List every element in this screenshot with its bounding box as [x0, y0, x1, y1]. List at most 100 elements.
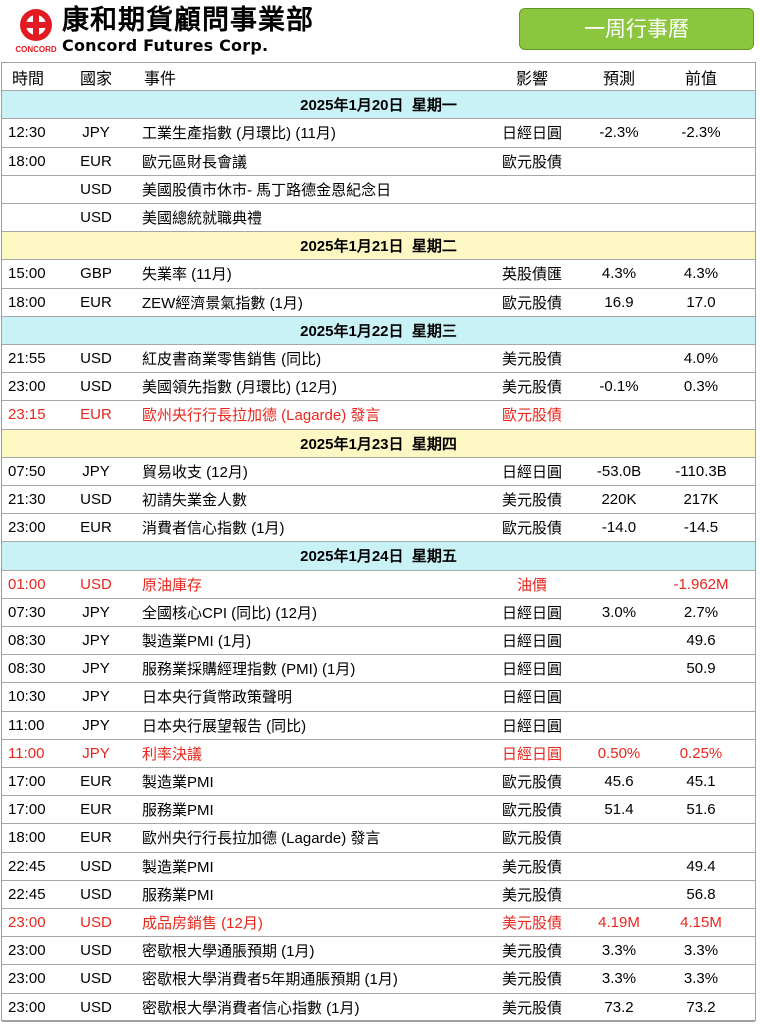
- event-row: 23:00 USD 密歇根大學通脹預期 (1月) 美元股債 3.3% 3.3%: [2, 937, 755, 966]
- concord-logo-icon: CONCORD: [15, 9, 57, 54]
- event-time: 23:15: [8, 406, 46, 424]
- event-forecast: 0.50%: [597, 744, 641, 762]
- event-country: JPY: [82, 462, 110, 480]
- event-impact: 歐元股債: [501, 294, 562, 312]
- event-country: JPY: [82, 660, 110, 678]
- day-header-row: 2025年1月22日 星期三: [2, 316, 755, 345]
- event-previous: [660, 204, 742, 231]
- event-previous: 4.3%: [683, 265, 719, 283]
- event-forecast: [580, 655, 658, 682]
- event-previous: -14.5: [683, 519, 719, 537]
- day-date: 2025年1月22日: [300, 322, 404, 340]
- event-country: USD: [80, 857, 112, 875]
- event-forecast: 3.3%: [601, 942, 637, 960]
- event-impact: 日經日圓: [501, 463, 562, 481]
- event-name: 服務業採購經理指數 (PMI) (1月): [142, 661, 356, 679]
- event-row: USD 美國總統就職典禮: [2, 204, 755, 233]
- event-name: 日本央行展望報告 (同比): [142, 717, 307, 735]
- event-country: USD: [80, 491, 112, 509]
- event-row: 18:00 EUR ZEW經濟景氣指數 (1月) 歐元股債 16.9 17.0: [2, 289, 755, 317]
- event-forecast: [580, 148, 658, 175]
- event-impact: 美元股債: [501, 999, 562, 1017]
- event-name: 全國核心CPI (同比) (12月): [142, 604, 318, 622]
- event-country: USD: [80, 942, 112, 960]
- event-impact: [492, 204, 572, 231]
- event-name: 原油庫存: [142, 576, 203, 594]
- event-row: USD 美國股債市休市- 馬丁路德金恩紀念日: [2, 176, 755, 204]
- event-name: ZEW經濟景氣指數 (1月): [142, 294, 303, 312]
- col-header-forecast: 預測: [602, 70, 635, 88]
- event-row: 23:00 USD 成品房銷售 (12月) 美元股債 4.19M 4.15M: [2, 909, 755, 938]
- event-time: 08:30: [8, 632, 46, 650]
- event-impact: 油價: [516, 576, 547, 594]
- event-time: 15:00: [8, 265, 46, 283]
- event-name: 貿易收支 (12月): [142, 463, 248, 481]
- event-previous: 17.0: [686, 293, 716, 311]
- event-time: 22:45: [8, 857, 46, 875]
- event-impact: 日經日圓: [501, 125, 562, 143]
- event-country: USD: [80, 180, 112, 198]
- event-forecast: -14.0: [601, 519, 637, 537]
- event-time: 21:55: [8, 350, 46, 368]
- event-previous: 2.7%: [683, 603, 719, 621]
- event-name: 密歇根大學消費者信心指數 (1月): [142, 999, 360, 1017]
- event-row: 10:30 JPY 日本央行貨幣政策聲明 日經日圓: [2, 683, 755, 712]
- event-row: 18:00 EUR 歐州央行行長拉加德 (Lagarde) 發言 歐元股債: [2, 824, 755, 853]
- event-time: 10:30: [8, 688, 46, 706]
- company-name-en: Concord Futures Corp.: [62, 36, 269, 55]
- event-row: 22:45 USD 製造業PMI 美元股債 49.4: [2, 853, 755, 881]
- event-time: 11:00: [8, 744, 45, 762]
- event-country: USD: [80, 970, 112, 988]
- day-date: 2025年1月20日: [300, 97, 404, 115]
- event-forecast: [580, 683, 658, 710]
- event-time: 07:50: [8, 462, 46, 480]
- event-name: 美國領先指數 (月環比) (12月): [142, 379, 338, 397]
- event-previous: [660, 824, 742, 851]
- event-previous: 4.15M: [680, 914, 722, 932]
- event-time: 23:00: [8, 998, 46, 1016]
- event-impact: 日經日圓: [501, 745, 562, 763]
- event-previous: [660, 712, 742, 739]
- day-header-label: 2025年1月22日 星期三: [2, 317, 755, 344]
- event-time: 11:00: [8, 716, 45, 734]
- event-row: 18:00 EUR 歐元區財長會議 歐元股債: [2, 148, 755, 176]
- day-header-row: 2025年1月20日 星期一: [2, 91, 755, 120]
- event-forecast: [580, 853, 658, 880]
- event-forecast: 4.3%: [601, 265, 637, 283]
- event-previous: [660, 401, 742, 428]
- event-country: JPY: [82, 632, 110, 650]
- day-weekday: 星期二: [411, 238, 457, 256]
- event-time: 21:30: [8, 491, 46, 509]
- day-weekday: 星期四: [411, 435, 457, 453]
- event-time: 12:30: [8, 124, 46, 142]
- event-time: 08:30: [8, 660, 46, 678]
- event-impact: 英股債匯: [501, 266, 562, 284]
- event-row: 23:15 EUR 歐州央行行長拉加德 (Lagarde) 發言 歐元股債: [2, 401, 755, 430]
- event-forecast: 45.6: [604, 773, 634, 791]
- event-row: 11:00 JPY 日本央行展望報告 (同比) 日經日圓: [2, 712, 755, 740]
- day-header-label: 2025年1月20日 星期一: [2, 91, 755, 118]
- event-country: EUR: [80, 519, 112, 537]
- event-country: JPY: [82, 716, 110, 734]
- event-time: [8, 176, 62, 203]
- event-row: 08:30 JPY 服務業採購經理指數 (PMI) (1月) 日經日圓 50.9: [2, 655, 755, 684]
- event-time: 17:00: [8, 801, 46, 819]
- col-header-country: 國家: [79, 70, 112, 88]
- event-impact: 美元股債: [501, 492, 562, 510]
- event-country: USD: [80, 209, 112, 227]
- table-header-row: 時間 國家 事件 影響 預測 前值: [2, 63, 755, 92]
- day-header-label: 2025年1月23日 星期四: [2, 430, 755, 457]
- event-forecast: [580, 881, 658, 908]
- event-previous: 45.1: [686, 773, 716, 791]
- event-impact: 美元股債: [501, 351, 562, 369]
- event-row: 23:00 EUR 消費者信心指數 (1月) 歐元股債 -14.0 -14.5: [2, 514, 755, 543]
- event-name: 製造業PMI (1月): [142, 633, 252, 651]
- event-forecast: [580, 571, 658, 598]
- day-date: 2025年1月21日: [300, 238, 404, 256]
- event-name: 美國股債市休市- 馬丁路德金恩紀念日: [142, 181, 392, 199]
- event-impact: 歐元股債: [501, 802, 562, 820]
- event-previous: 50.9: [686, 660, 716, 678]
- event-forecast: 4.19M: [598, 914, 640, 932]
- day-header-label: 2025年1月24日 星期五: [2, 542, 755, 569]
- event-forecast: [580, 204, 658, 231]
